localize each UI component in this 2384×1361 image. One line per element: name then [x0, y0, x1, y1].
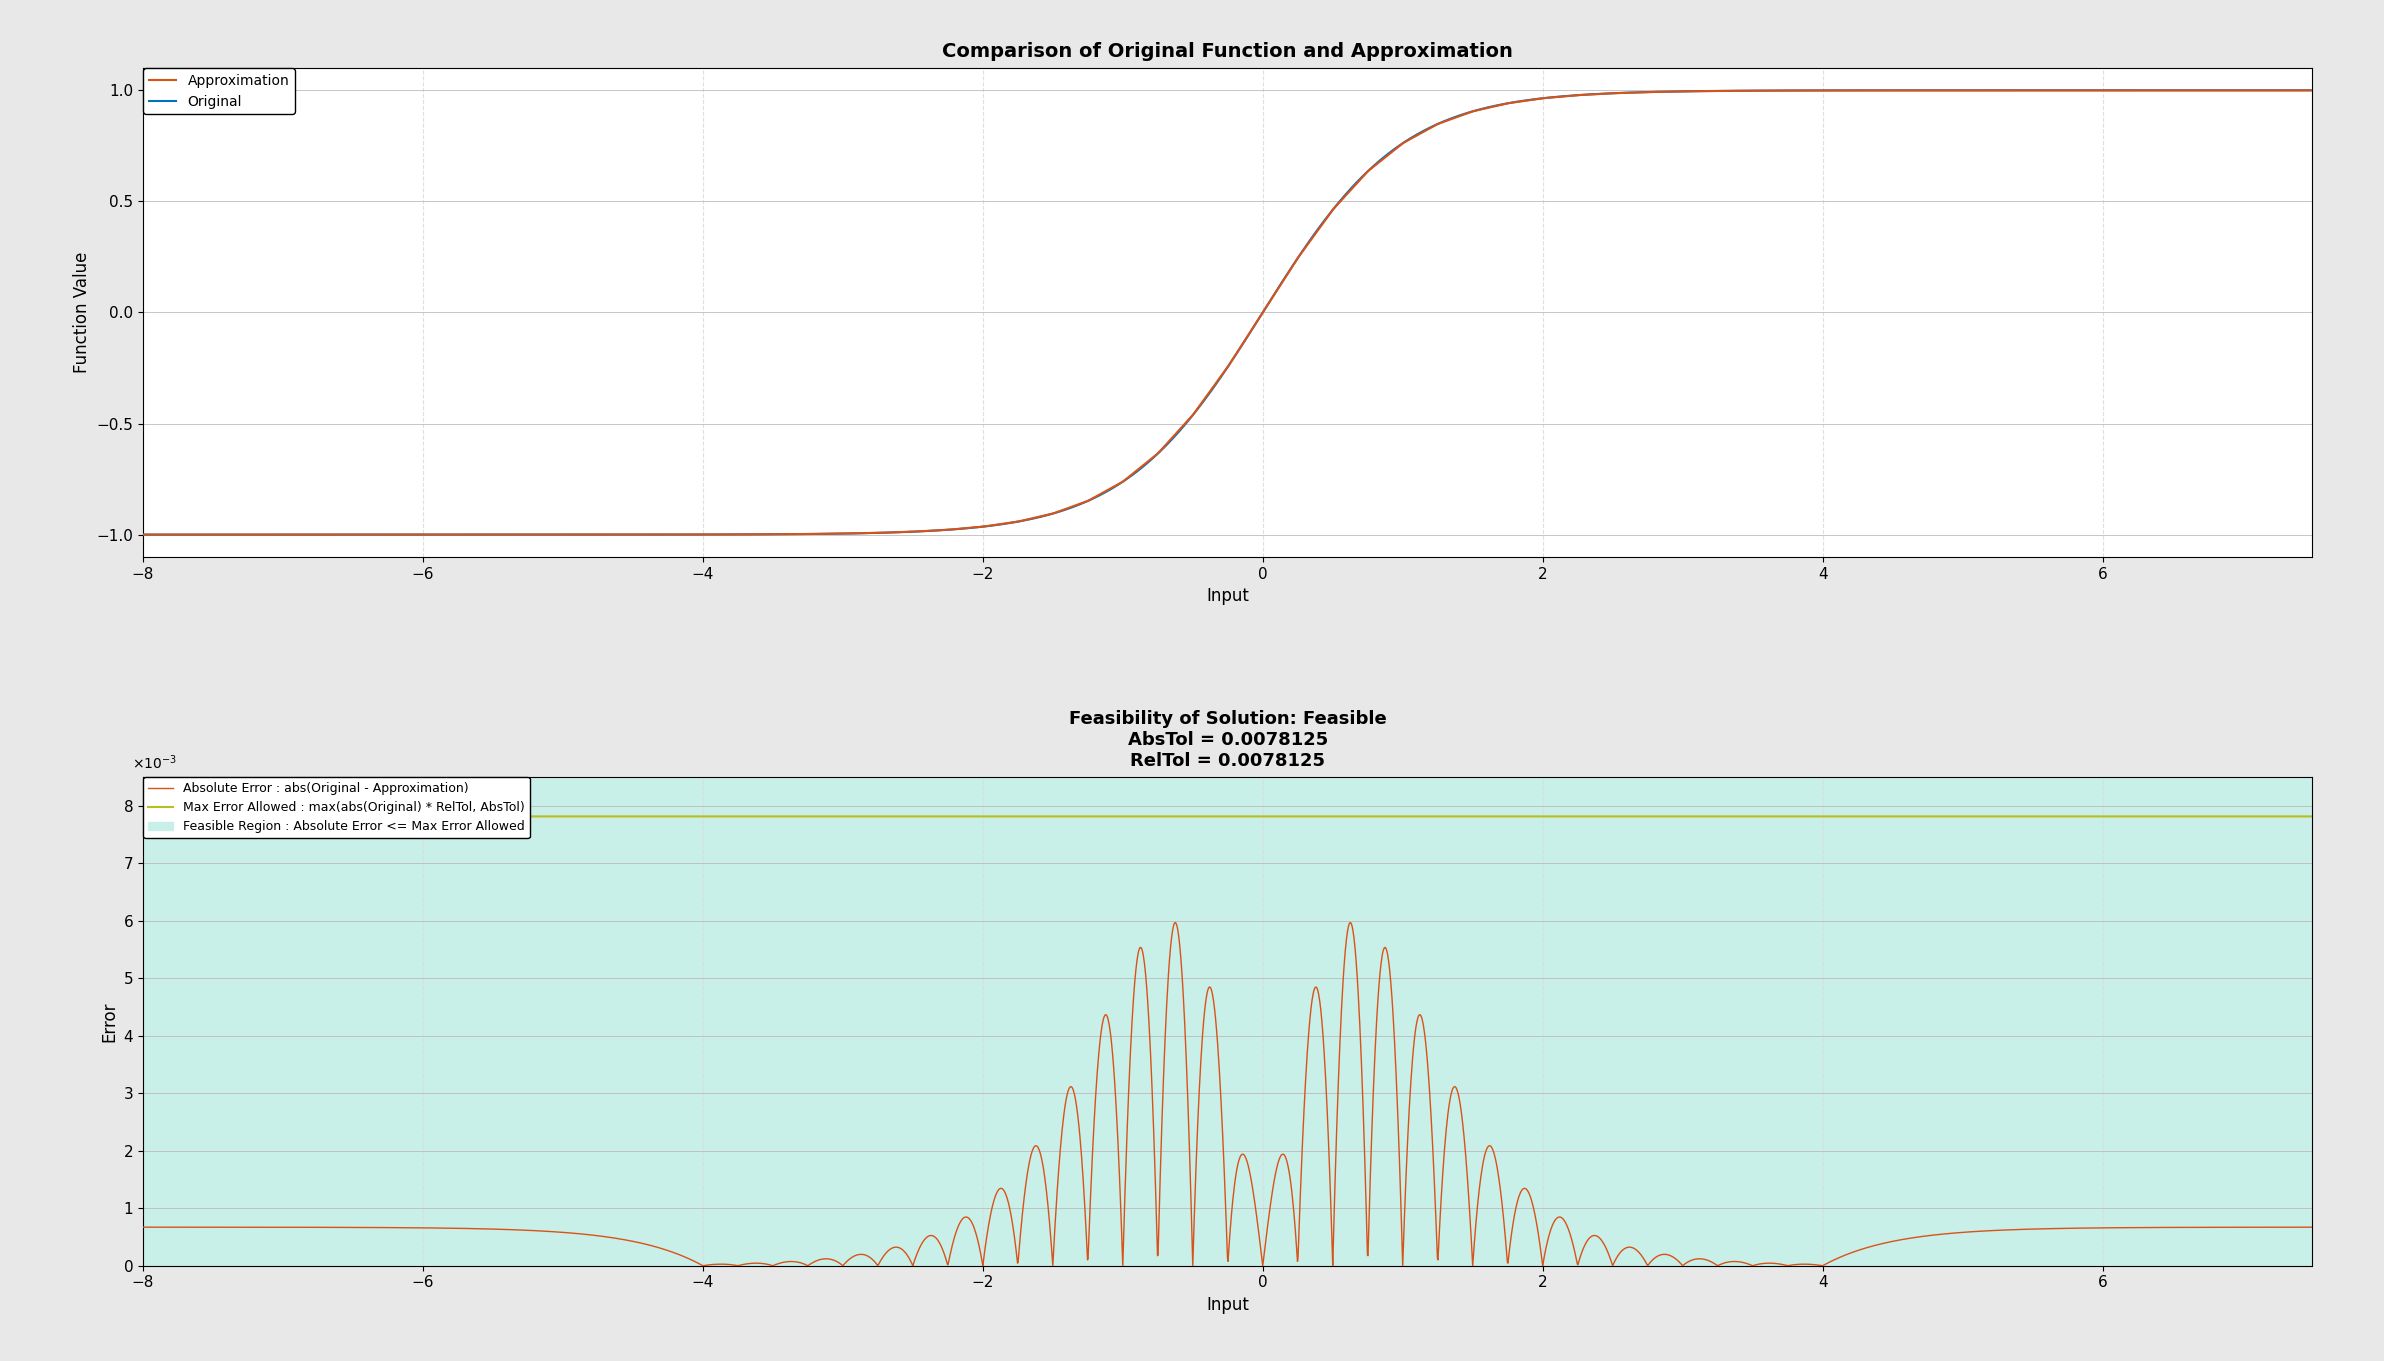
- Max Error Allowed : max(abs(Original) * RelTol, AbsTol): (-1.49, 0.00781): max(abs(Original) * RelTol, AbsTol): (-1…: [1039, 808, 1068, 825]
- Max Error Allowed : max(abs(Original) * RelTol, AbsTol): (-1.36, 0.00781): max(abs(Original) * RelTol, AbsTol): (-1…: [1058, 808, 1087, 825]
- Absolute Error : abs(Original - Approximation): (-8, 0.00067): abs(Original - Approximation): (-8, 0.00…: [129, 1219, 157, 1236]
- Original: [2298, 82, 2327, 98]
- Approximation: [1705, 83, 1733, 99]
- Absolute Error : abs(Original - Approximation): (7.03, 0.000669): abs(Original - Approximation): (7.03, 0.…: [2231, 1219, 2260, 1236]
- Max Error Allowed : max(abs(Original) * RelTol, AbsTol): (7.5, 0.00781): max(abs(Original) * RelTol, AbsTol): (7.…: [2298, 808, 2327, 825]
- Max Error Allowed : max(abs(Original) * RelTol, AbsTol): (-0.636, 0.00781): max(abs(Original) * RelTol, AbsTol): (-0…: [1159, 808, 1187, 825]
- Y-axis label: Function Value: Function Value: [74, 252, 91, 373]
- Absolute Error : abs(Original - Approximation): (-4, 0): abs(Original - Approximation): (-4, 0): [689, 1258, 718, 1274]
- Legend: Approximation, Original: Approximation, Original: [143, 68, 296, 114]
- X-axis label: Input: Input: [1206, 587, 1249, 606]
- Absolute Error : abs(Original - Approximation): (3.27, 2.04e-05): abs(Original - Approximation): (3.27, 2.…: [1707, 1256, 1736, 1273]
- Original: [129, 527, 157, 543]
- Max Error Allowed : max(abs(Original) * RelTol, AbsTol): (7.02, 0.00781): max(abs(Original) * RelTol, AbsTol): (7.…: [2231, 808, 2260, 825]
- Original: [2124, 82, 2153, 98]
- Max Error Allowed : max(abs(Original) * RelTol, AbsTol): (6.25, 0.00781): max(abs(Original) * RelTol, AbsTol): (6.…: [2124, 808, 2153, 825]
- Max Error Allowed : max(abs(Original) * RelTol, AbsTol): (-8, 0.00781): max(abs(Original) * RelTol, AbsTol): (-8…: [129, 808, 157, 825]
- Line: Approximation: Approximation: [143, 90, 2312, 535]
- Approximation: [1809, 82, 1838, 98]
- Text: $\times10^{-3}$: $\times10^{-3}$: [131, 754, 176, 772]
- Original: [1058, 499, 1087, 516]
- Max Error Allowed : max(abs(Original) * RelTol, AbsTol): (3.26, 0.00781): max(abs(Original) * RelTol, AbsTol): (3.…: [1705, 808, 1733, 825]
- Absolute Error : abs(Original - Approximation): (7.5, 0.00067): abs(Original - Approximation): (7.5, 0.0…: [2298, 1219, 2327, 1236]
- Approximation: [1159, 427, 1187, 444]
- Original: [1039, 505, 1068, 521]
- Legend: Absolute Error : abs(Original - Approximation), Max Error Allowed : max(abs(Orig: Absolute Error : abs(Original - Approxim…: [143, 777, 529, 838]
- Original: [1159, 429, 1187, 445]
- Absolute Error : abs(Original - Approximation): (6.26, 0.000663): abs(Original - Approximation): (6.26, 0.…: [2124, 1219, 2153, 1236]
- Approximation: [1039, 505, 1068, 521]
- Y-axis label: Error: Error: [100, 1002, 119, 1041]
- Original: [1705, 83, 1733, 99]
- Approximation: [129, 527, 157, 543]
- Approximation: [2124, 82, 2153, 98]
- Line: Original: Original: [143, 90, 2312, 535]
- Approximation: [2298, 82, 2327, 98]
- Absolute Error : abs(Original - Approximation): (-0.632, 0.00595): abs(Original - Approximation): (-0.632, …: [1161, 916, 1190, 932]
- Title: Comparison of Original Function and Approximation: Comparison of Original Function and Appr…: [942, 42, 1514, 61]
- Original: [2231, 82, 2260, 98]
- X-axis label: Input: Input: [1206, 1296, 1249, 1313]
- Absolute Error : abs(Original - Approximation): (-0.624, 0.00597): abs(Original - Approximation): (-0.624, …: [1161, 915, 1190, 931]
- Approximation: [2231, 82, 2260, 98]
- Line: Absolute Error : abs(Original - Approximation): Absolute Error : abs(Original - Approxim…: [143, 923, 2312, 1266]
- Title: Feasibility of Solution: Feasible
AbsTol = 0.0078125
RelTol = 0.0078125: Feasibility of Solution: Feasible AbsTol…: [1068, 710, 1387, 770]
- Approximation: [1058, 498, 1087, 514]
- Absolute Error : abs(Original - Approximation): (-1.48, 0.000685): abs(Original - Approximation): (-1.48, 0…: [1042, 1218, 1070, 1234]
- Absolute Error : abs(Original - Approximation): (-1.36, 0.00309): abs(Original - Approximation): (-1.36, 0…: [1058, 1079, 1087, 1096]
